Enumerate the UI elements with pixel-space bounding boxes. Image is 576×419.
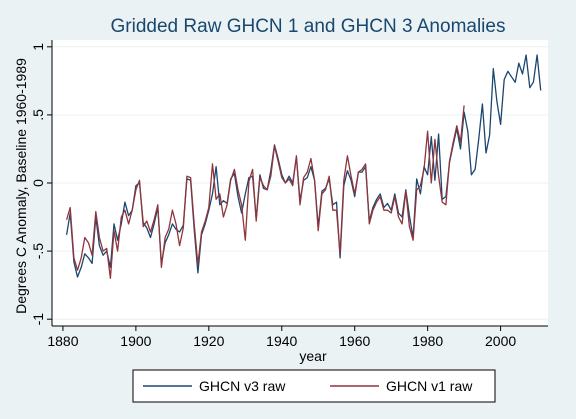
grid-lines bbox=[52, 46, 548, 320]
x-tick-label: 2000 bbox=[485, 333, 516, 349]
y-tick-label: 0 bbox=[30, 179, 46, 187]
series-line-ghcn-v1-raw bbox=[65, 105, 465, 279]
chart-title: Gridded Raw GHCN 1 and GHCN 3 Anomalies bbox=[111, 16, 506, 37]
y-tick-label: 1 bbox=[30, 43, 46, 51]
series-lines bbox=[65, 54, 542, 279]
legend-label-ghcn-v3: GHCN v3 raw bbox=[199, 378, 286, 394]
x-tick-label: 1880 bbox=[47, 333, 78, 349]
x-axis-title: year bbox=[299, 348, 327, 364]
y-tick-label: -.5 bbox=[30, 243, 46, 260]
y-tick-label: -1 bbox=[30, 313, 46, 326]
legend-box bbox=[132, 369, 496, 403]
x-tick-label: 1940 bbox=[266, 333, 297, 349]
axes: -1 -.5 0 .5 1 1880 1900 1920 1940 1960 1980 2000 bbox=[30, 40, 548, 349]
y-axis-title: Degrees C Anomaly, Baseline 1960-1989 bbox=[13, 58, 29, 314]
x-tick-label: 1960 bbox=[339, 333, 370, 349]
legend: GHCN v3 raw GHCN v1 raw bbox=[132, 369, 496, 403]
y-tick-label: .5 bbox=[30, 109, 46, 121]
x-tick-label: 1920 bbox=[193, 333, 224, 349]
x-tick-label: 1900 bbox=[120, 333, 151, 349]
x-tick-label: 1980 bbox=[412, 333, 443, 349]
legend-label-ghcn-v1: GHCN v1 raw bbox=[386, 378, 473, 394]
